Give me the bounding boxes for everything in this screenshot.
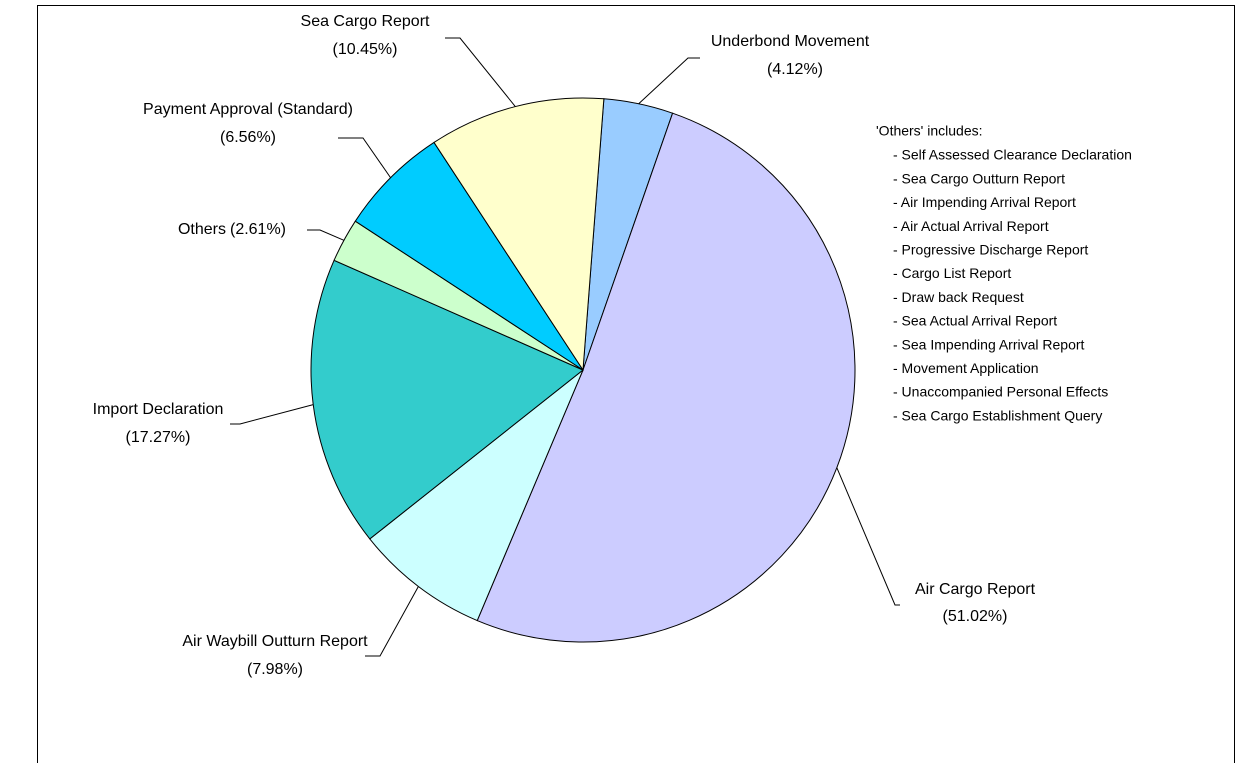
slice-label-name: Others <box>178 221 226 238</box>
annotation-item: - Progressive Discharge Report <box>893 242 1088 258</box>
leader-line <box>836 467 900 606</box>
slice-value-label: (2.61%) <box>230 221 286 238</box>
slice-value-label: (6.56%) <box>220 129 276 146</box>
leader-line <box>365 586 419 657</box>
annotation-item: - Sea Cargo Establishment Query <box>893 407 1102 423</box>
slice-label: Air Cargo Report <box>915 581 1036 598</box>
annotation-item: - Unaccompanied Personal Effects <box>893 384 1108 400</box>
leader-line <box>638 57 700 105</box>
slice-label: Import Declaration <box>93 401 224 418</box>
slice-value-label: (17.27%) <box>126 429 191 446</box>
annotation-item: - Movement Application <box>893 360 1039 376</box>
leader-line <box>230 404 314 425</box>
labels: Underbond Movement (4.12%) Air Cargo Repor… <box>93 13 1036 678</box>
annotation-item: - Air Actual Arrival Report <box>893 218 1049 234</box>
pie-slice <box>433 97 605 372</box>
slice-label: Sea Cargo Report <box>301 13 431 30</box>
slice-label: Air Waybill Outturn Report <box>182 633 368 650</box>
slice-value-label: (7.98%) <box>247 661 303 678</box>
leader-line <box>307 229 345 241</box>
slice-value-label: (10.45%) <box>333 41 398 58</box>
annotation-item: - Air Impending Arrival Report <box>893 194 1076 210</box>
annotation-item: - Sea Cargo Outturn Report <box>893 170 1065 186</box>
pie <box>310 97 856 643</box>
pie-slice <box>354 141 584 371</box>
annotation-item: - Self Assessed Clearance Declaration <box>893 147 1132 163</box>
slice-label: Others (2.61%) <box>178 221 286 238</box>
leader-line <box>338 137 392 179</box>
annotation-item: - Sea Impending Arrival Report <box>893 336 1085 352</box>
annotation-item: - Sea Actual Arrival Report <box>893 313 1057 329</box>
leader-line <box>445 37 516 107</box>
slice-label: Payment Approval (Standard) <box>143 101 353 118</box>
slice-value-label: (4.12%) <box>767 61 823 78</box>
annotation-title: 'Others' includes: <box>876 123 983 139</box>
annotation-item: - Cargo List Report <box>893 265 1011 281</box>
pie-slice <box>476 112 856 643</box>
annotation-item: - Draw back Request <box>893 289 1024 305</box>
slice-value-label: (51.02%) <box>943 608 1008 625</box>
annotation: 'Others' includes: - Self Assessed Cleara… <box>876 123 1132 424</box>
slice-label: Underbond Movement <box>711 33 870 50</box>
